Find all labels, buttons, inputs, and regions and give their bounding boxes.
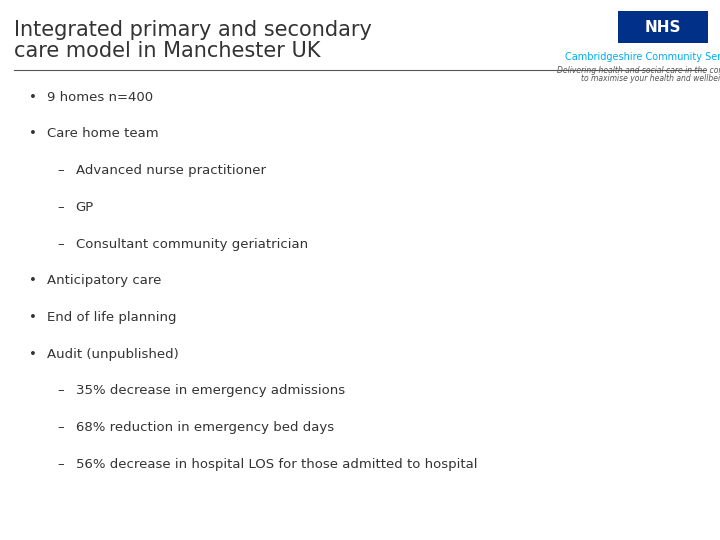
Text: 9 homes n=400: 9 homes n=400 [47, 91, 153, 104]
Text: –: – [58, 238, 64, 251]
Text: –: – [58, 201, 64, 214]
Text: 56% decrease in hospital LOS for those admitted to hospital: 56% decrease in hospital LOS for those a… [76, 458, 477, 471]
Text: Advanced nurse practitioner: Advanced nurse practitioner [76, 164, 266, 177]
Text: 68% reduction in emergency bed days: 68% reduction in emergency bed days [76, 421, 334, 434]
Text: –: – [58, 164, 64, 177]
Text: Consultant community geriatrician: Consultant community geriatrician [76, 238, 307, 251]
Text: Cambridgeshire Community Services: Cambridgeshire Community Services [564, 52, 720, 62]
Text: –: – [58, 384, 64, 397]
Text: End of life planning: End of life planning [47, 311, 176, 324]
Text: •: • [29, 127, 37, 140]
Text: to maximise your health and wellbeing: to maximise your health and wellbeing [581, 75, 720, 83]
Text: –: – [58, 421, 64, 434]
Text: Integrated primary and secondary: Integrated primary and secondary [14, 19, 372, 40]
Text: NHS: NHS [644, 19, 680, 35]
Text: •: • [29, 348, 37, 361]
Text: care model in Manchester UK: care model in Manchester UK [14, 41, 321, 62]
Text: Anticipatory care: Anticipatory care [47, 274, 161, 287]
Text: 35% decrease in emergency admissions: 35% decrease in emergency admissions [76, 384, 345, 397]
Text: Audit (unpublished): Audit (unpublished) [47, 348, 179, 361]
Text: •: • [29, 274, 37, 287]
Text: GP: GP [76, 201, 94, 214]
Text: Care home team: Care home team [47, 127, 158, 140]
Text: –: – [58, 458, 64, 471]
Text: •: • [29, 311, 37, 324]
Text: •: • [29, 91, 37, 104]
Text: Delivering health and social care in the community: Delivering health and social care in the… [557, 66, 720, 75]
